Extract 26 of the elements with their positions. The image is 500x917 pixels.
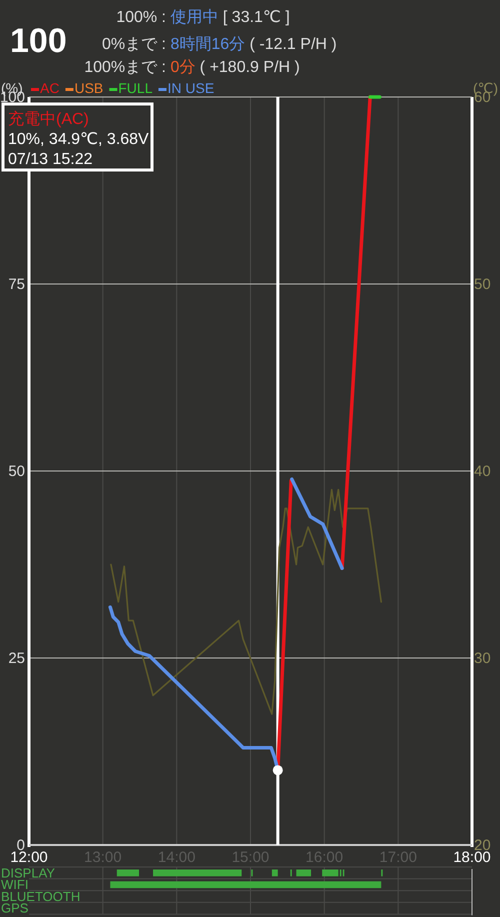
y2-tick-label: 50 <box>474 276 491 293</box>
line-series <box>110 488 382 715</box>
line-series <box>290 477 344 570</box>
x-tick-label: 18:00 <box>453 849 491 866</box>
y-tick-label: 25 <box>8 650 25 667</box>
bar <box>272 870 278 876</box>
annotation: 10%, 34.9℃, 3.68V <box>8 131 150 148</box>
bar <box>322 870 338 876</box>
bar <box>153 870 242 876</box>
bar <box>116 870 140 876</box>
text: 0%まで : 8時間16分 ( -12.1 P/H ) <box>102 35 337 53</box>
bar <box>110 881 382 888</box>
legend-label: USB <box>74 80 104 96</box>
y-tick-label: 75 <box>8 276 25 293</box>
text: 100%まで : 0分 ( +180.9 P/H ) <box>84 59 300 76</box>
annotation: 07/13 15:22 <box>8 151 93 168</box>
bar <box>296 870 312 876</box>
text: 100% : 使用中 [ 33.1℃ ] <box>116 8 290 26</box>
y2-tick-label: 40 <box>474 463 491 480</box>
x-tick-label: 12:00 <box>10 849 48 866</box>
legend-label: IN USE <box>167 80 214 96</box>
y-tick-label: 50 <box>8 463 25 480</box>
y2-tick-label: 30 <box>474 650 491 667</box>
legend-label: AC <box>40 80 60 96</box>
legend-label: FULL <box>118 80 153 96</box>
annotation: 充電中(AC) <box>8 110 89 128</box>
